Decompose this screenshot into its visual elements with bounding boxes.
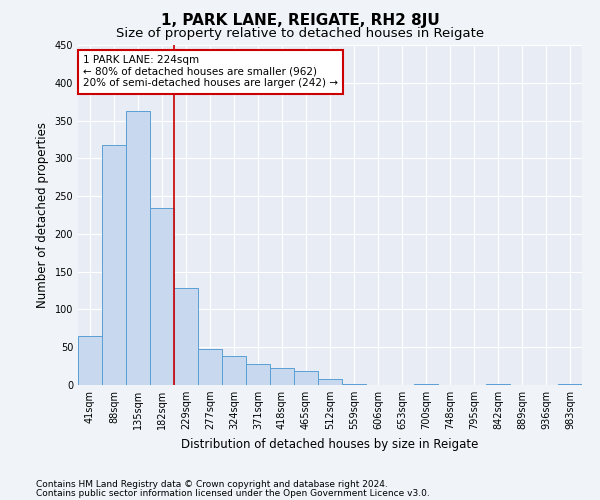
X-axis label: Distribution of detached houses by size in Reigate: Distribution of detached houses by size …	[181, 438, 479, 450]
Bar	[78, 336, 102, 385]
Bar	[294, 372, 318, 385]
Bar	[246, 364, 270, 385]
Bar	[558, 384, 582, 385]
Bar	[414, 384, 438, 385]
Text: Contains public sector information licensed under the Open Government Licence v3: Contains public sector information licen…	[36, 489, 430, 498]
Text: 1, PARK LANE, REIGATE, RH2 8JU: 1, PARK LANE, REIGATE, RH2 8JU	[161, 12, 439, 28]
Text: 1 PARK LANE: 224sqm
← 80% of detached houses are smaller (962)
20% of semi-detac: 1 PARK LANE: 224sqm ← 80% of detached ho…	[83, 55, 338, 88]
Bar	[126, 112, 150, 385]
Bar	[222, 356, 246, 385]
Text: Size of property relative to detached houses in Reigate: Size of property relative to detached ho…	[116, 28, 484, 40]
Bar	[150, 208, 174, 385]
Text: Contains HM Land Registry data © Crown copyright and database right 2024.: Contains HM Land Registry data © Crown c…	[36, 480, 388, 489]
Bar	[174, 288, 198, 385]
Y-axis label: Number of detached properties: Number of detached properties	[36, 122, 49, 308]
Bar	[198, 350, 222, 385]
Bar	[342, 384, 366, 385]
Bar	[270, 368, 294, 385]
Bar	[102, 144, 126, 385]
Bar	[486, 384, 510, 385]
Bar	[318, 379, 342, 385]
